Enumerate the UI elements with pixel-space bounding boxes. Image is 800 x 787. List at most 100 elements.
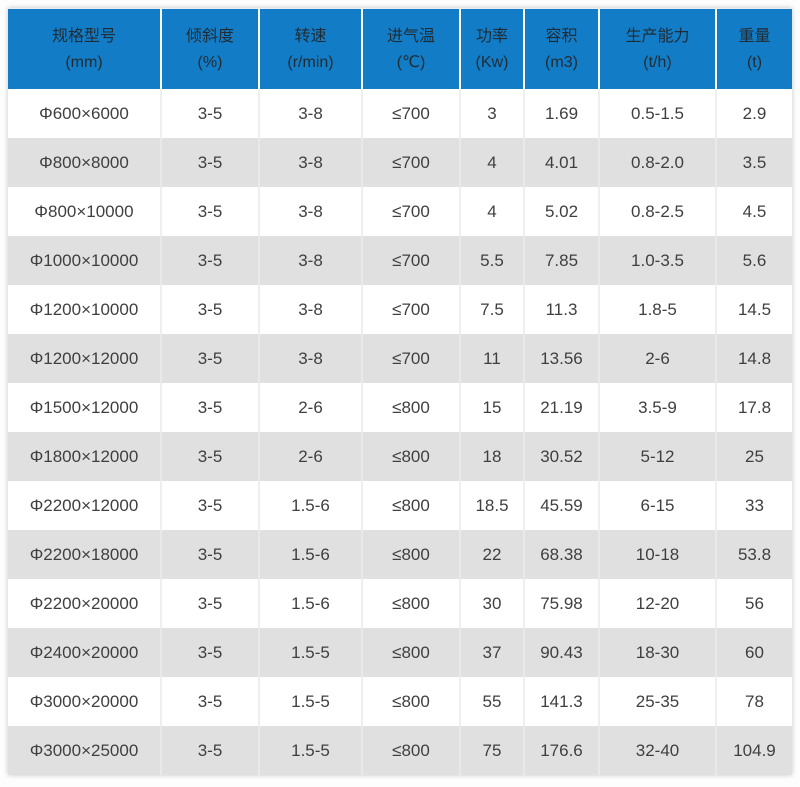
- table-cell: ≤800: [361, 481, 459, 530]
- table-cell: 3-5: [160, 236, 258, 285]
- table-cell: 14.8: [715, 334, 792, 383]
- table-cell: 3.5: [715, 138, 792, 187]
- table-cell: 25-35: [598, 677, 715, 726]
- table-cell: 3-5: [160, 334, 258, 383]
- table-row: Φ1200×12000 3-5 3-8 ≤700 11 13.56 2-6 14.8: [8, 334, 792, 383]
- table-cell: 1.8-5: [598, 285, 715, 334]
- table-cell: 56: [715, 579, 792, 628]
- table-cell: 11.3: [523, 285, 598, 334]
- table-cell: 60: [715, 628, 792, 677]
- table-cell: 33: [715, 481, 792, 530]
- column-label: 进气温: [386, 28, 435, 45]
- column-unit: (t): [746, 54, 763, 71]
- table-cell: 22: [459, 530, 523, 579]
- table-cell: 3-5: [160, 530, 258, 579]
- table-cell: 90.43: [523, 628, 598, 677]
- table-cell: Φ3000×20000: [8, 677, 160, 726]
- table-cell: Φ800×8000: [8, 138, 160, 187]
- table-cell: Φ600×6000: [8, 89, 160, 138]
- table-row: Φ800×10000 3-5 3-8 ≤700 4 5.02 0.8-2.5 4.5: [8, 187, 792, 236]
- table-cell: ≤700: [361, 285, 459, 334]
- table-cell: 25: [715, 432, 792, 481]
- column-header: 转速 (r/min): [258, 8, 361, 89]
- column-unit: (℃): [396, 54, 426, 71]
- table-cell: 30: [459, 579, 523, 628]
- spec-table-container: 规格型号 (mm) 倾斜度 (%) 转速 (r/min) 进气温 (℃) 功率 (Kw) 容积 (m3…: [8, 8, 792, 775]
- column-unit: (t/h): [643, 54, 672, 71]
- table-cell: ≤800: [361, 530, 459, 579]
- table-cell: 1.5-6: [258, 481, 361, 530]
- column-unit: (mm): [65, 54, 103, 71]
- table-cell: 3-5: [160, 677, 258, 726]
- table-cell: 18-30: [598, 628, 715, 677]
- column-label: 规格型号: [51, 28, 116, 45]
- table-cell: 55: [459, 677, 523, 726]
- table-cell: 1.5-5: [258, 628, 361, 677]
- column-unit: (m3): [545, 54, 578, 71]
- table-cell: 3-8: [258, 187, 361, 236]
- table-cell: Φ1200×12000: [8, 334, 160, 383]
- table-cell: Φ800×10000: [8, 187, 160, 236]
- table-cell: 78: [715, 677, 792, 726]
- table-cell: 3-5: [160, 579, 258, 628]
- table-cell: 4.5: [715, 187, 792, 236]
- table-cell: 1.69: [523, 89, 598, 138]
- table-row: Φ3000×20000 3-5 1.5-5 ≤800 55 141.3 25-35 78: [8, 677, 792, 726]
- table-cell: 3-8: [258, 334, 361, 383]
- table-cell: ≤700: [361, 334, 459, 383]
- table-cell: Φ2400×20000: [8, 628, 160, 677]
- table-cell: Φ2200×12000: [8, 481, 160, 530]
- column-header: 重量 (t): [715, 8, 792, 89]
- table-cell: Φ1800×12000: [8, 432, 160, 481]
- table-row: Φ2200×12000 3-5 1.5-6 ≤800 18.5 45.59 6-15 33: [8, 481, 792, 530]
- table-cell: 13.56: [523, 334, 598, 383]
- column-unit: (%): [197, 54, 223, 71]
- table-cell: 3: [459, 89, 523, 138]
- table-cell: 3-8: [258, 236, 361, 285]
- table-cell: Φ2200×18000: [8, 530, 160, 579]
- table-cell: 17.8: [715, 383, 792, 432]
- table-cell: 75: [459, 726, 523, 775]
- table-cell: 3-8: [258, 89, 361, 138]
- table-cell: 12-20: [598, 579, 715, 628]
- table-cell: 15: [459, 383, 523, 432]
- table-cell: 5.6: [715, 236, 792, 285]
- column-label: 生产能力: [625, 28, 690, 45]
- table-cell: 7.5: [459, 285, 523, 334]
- table-cell: 45.59: [523, 481, 598, 530]
- table-cell: 3-5: [160, 383, 258, 432]
- table-row: Φ600×6000 3-5 3-8 ≤700 3 1.69 0.5-1.5 2.9: [8, 89, 792, 138]
- table-cell: 3-8: [258, 285, 361, 334]
- table-cell: ≤700: [361, 138, 459, 187]
- table-cell: 1.5-6: [258, 530, 361, 579]
- table-cell: ≤800: [361, 579, 459, 628]
- table-cell: 0.5-1.5: [598, 89, 715, 138]
- table-cell: 7.85: [523, 236, 598, 285]
- table-cell: ≤800: [361, 677, 459, 726]
- table-cell: ≤700: [361, 187, 459, 236]
- table-cell: 0.8-2.0: [598, 138, 715, 187]
- table-cell: 3-5: [160, 628, 258, 677]
- table-cell: 30.52: [523, 432, 598, 481]
- table-cell: 4: [459, 138, 523, 187]
- table-cell: 37: [459, 628, 523, 677]
- header-row: 规格型号 (mm) 倾斜度 (%) 转速 (r/min) 进气温 (℃) 功率 (Kw) 容积 (m3…: [8, 8, 792, 89]
- table-row: Φ3000×25000 3-5 1.5-5 ≤800 75 176.6 32-40 104.9: [8, 726, 792, 775]
- table-row: Φ2200×18000 3-5 1.5-6 ≤800 22 68.38 10-18 53.8: [8, 530, 792, 579]
- spec-table: 规格型号 (mm) 倾斜度 (%) 转速 (r/min) 进气温 (℃) 功率 (Kw) 容积 (m3…: [8, 8, 792, 775]
- column-label: 容积: [545, 28, 578, 45]
- table-cell: Φ2200×20000: [8, 579, 160, 628]
- table-row: Φ2400×20000 3-5 1.5-5 ≤800 37 90.43 18-30 60: [8, 628, 792, 677]
- table-cell: 4.01: [523, 138, 598, 187]
- table-cell: 1.5-5: [258, 677, 361, 726]
- column-label: 功率: [475, 28, 508, 45]
- column-label: 重量: [738, 28, 771, 45]
- table-cell: ≤800: [361, 726, 459, 775]
- table-cell: 176.6: [523, 726, 598, 775]
- table-row: Φ1800×12000 3-5 2-6 ≤800 18 30.52 5-12 25: [8, 432, 792, 481]
- table-cell: 3-5: [160, 432, 258, 481]
- table-cell: 104.9: [715, 726, 792, 775]
- table-cell: 2.9: [715, 89, 792, 138]
- table-cell: Φ1500×12000: [8, 383, 160, 432]
